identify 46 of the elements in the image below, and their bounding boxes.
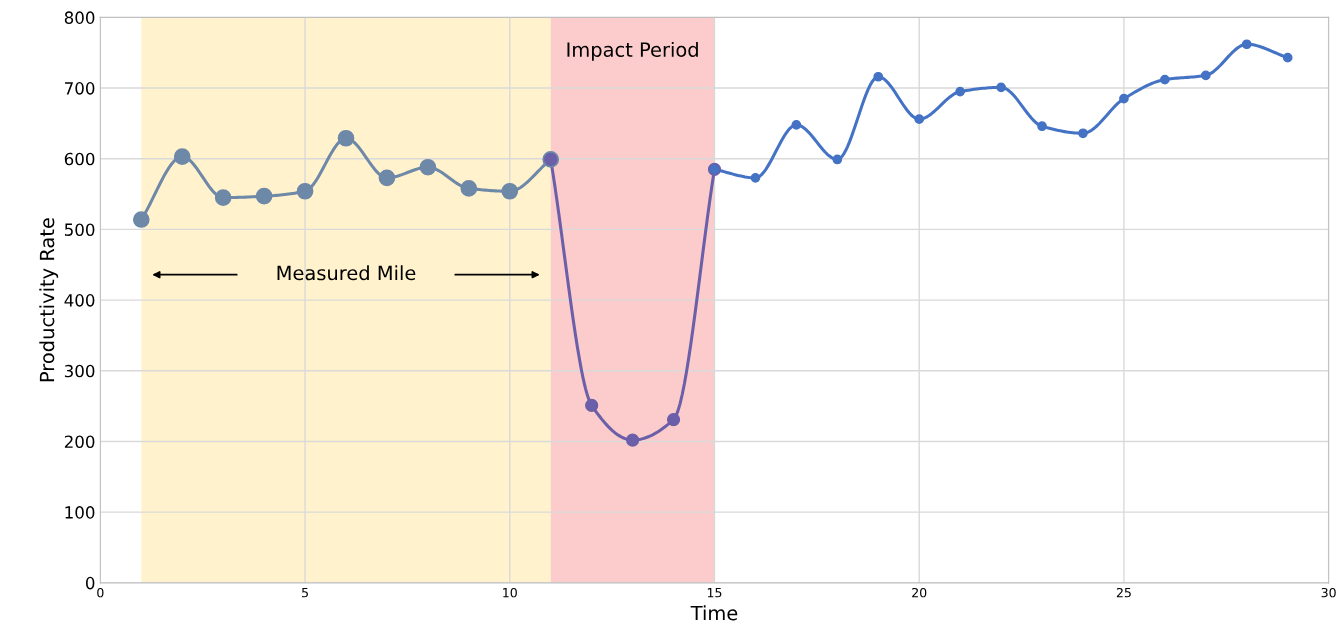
point xyxy=(585,398,599,413)
y-axis-title: Productivity Rate xyxy=(39,218,59,382)
band-label: Impact Period xyxy=(567,41,698,61)
y-tick-label: 200 xyxy=(64,435,95,449)
point xyxy=(914,114,925,125)
point xyxy=(996,82,1006,93)
point xyxy=(1282,52,1293,63)
annotation: Measured Mile xyxy=(277,265,416,281)
point xyxy=(419,158,437,176)
y-tick-label: 600 xyxy=(64,152,95,166)
y-tick-label: 800 xyxy=(64,11,95,24)
x-tick-label: 30 xyxy=(1321,587,1336,598)
point xyxy=(750,172,761,183)
point xyxy=(132,211,150,228)
y-tick-label: 100 xyxy=(65,506,95,519)
point xyxy=(214,189,232,206)
point xyxy=(1119,93,1129,104)
point xyxy=(626,433,640,447)
x-tick-label: 25 xyxy=(1116,587,1131,598)
point xyxy=(1241,39,1252,50)
x-tick-label: 5 xyxy=(302,588,308,598)
point xyxy=(791,119,802,130)
point xyxy=(255,187,273,205)
x-axis-title: Time xyxy=(690,605,738,621)
point xyxy=(832,154,843,165)
point xyxy=(666,412,681,427)
point xyxy=(1037,121,1047,132)
x-tick-label: 10 xyxy=(503,587,517,598)
point xyxy=(1078,128,1088,139)
x-tick-label: 15 xyxy=(707,588,722,598)
point xyxy=(296,182,314,200)
point xyxy=(501,182,519,200)
y-tick-label: 700 xyxy=(65,82,95,95)
point xyxy=(378,169,396,187)
point xyxy=(337,129,355,147)
point xyxy=(460,180,478,197)
x-tick-label: 20 xyxy=(912,587,927,598)
point xyxy=(173,148,191,165)
y-tick-label: 400 xyxy=(64,294,95,307)
point xyxy=(1200,70,1211,81)
y-tick-label: 500 xyxy=(64,223,95,236)
point xyxy=(955,86,966,97)
x-tick-label: 0 xyxy=(97,587,104,598)
point xyxy=(1160,74,1170,85)
point xyxy=(873,71,884,82)
y-tick-label: 300 xyxy=(64,364,95,378)
